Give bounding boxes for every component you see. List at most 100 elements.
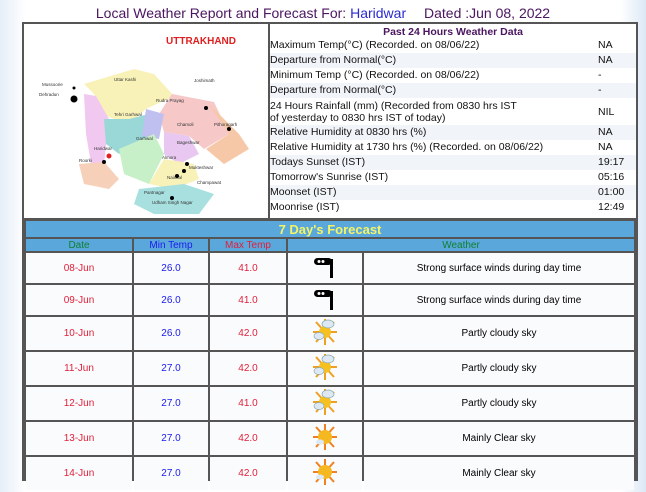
- forecast-min-temp: 27.0: [134, 387, 208, 420]
- forecast-max-temp: 42.0: [210, 422, 286, 455]
- map-place: Roorki: [79, 158, 92, 163]
- past-data-row: Departure from Normal(°C) -: [270, 83, 636, 98]
- map-place: Pantnagar: [144, 190, 165, 195]
- past-data-row: Moonset (IST) 01:00: [270, 185, 636, 200]
- map-place: Udham Singh Nagar: [152, 200, 193, 205]
- map-place: Bageshwar: [177, 140, 200, 145]
- past-data-row: Relative Humidity at 0830 hrs (%) NA: [270, 125, 636, 140]
- past-data-value: -: [598, 84, 602, 96]
- sun-icon: [288, 422, 362, 455]
- sun-icon: [288, 457, 362, 490]
- forecast-weather: Partly cloudy sky: [364, 317, 634, 350]
- partly-cloudy-icon: [288, 387, 362, 420]
- map-state-label: UTTRAKHAND: [166, 36, 236, 47]
- forecast-row: 08-Jun 26.0 41.0 Strong surface winds du…: [26, 253, 634, 283]
- map-place: Pithoragarh: [214, 122, 238, 127]
- past-data-row: Todays Sunset (IST) 19:17: [270, 155, 636, 170]
- past-data-value: 19:17: [598, 156, 625, 168]
- map-place: Champawat: [197, 180, 222, 185]
- forecast-max-temp: 42.0: [210, 352, 286, 385]
- forecast-min-temp: 27.0: [134, 352, 208, 385]
- forecast-date: 11-Jun: [26, 352, 132, 385]
- forecast-min-temp: 26.0: [134, 317, 208, 350]
- forecast-row: 11-Jun 27.0 42.0 Partly cloudy sky: [26, 352, 634, 385]
- past-data-value: -: [598, 69, 602, 81]
- past-24-hours-data: Past 24 Hours Weather Data Maximum Temp(…: [270, 24, 636, 218]
- past-data-label: Relative Humidity at 0830 hrs (%): [270, 126, 427, 138]
- past-data-row: Departure from Normal(°C) NA: [270, 53, 636, 68]
- forecast-min-temp: 27.0: [134, 457, 208, 490]
- forecast-title: 7 Day's Forecast: [26, 221, 634, 237]
- map-place: Mukteshwar: [189, 165, 214, 170]
- past-data-row: Minimum Temp (°C) (Recorded. on 08/06/22…: [270, 68, 636, 83]
- forecast-weather: Partly cloudy sky: [364, 352, 634, 385]
- map-place: Dehradun: [39, 92, 59, 97]
- forecast-max-temp: 42.0: [210, 317, 286, 350]
- past-data-label: Tomorrow's Sunrise (IST): [270, 171, 389, 183]
- partly-cloudy-icon: [288, 352, 362, 385]
- past-data-row: Relative Humidity at 1730 hrs (%) (Recor…: [270, 140, 636, 155]
- city-name: Haridwar: [350, 5, 407, 21]
- past-data-label: Todays Sunset (IST): [270, 156, 366, 168]
- forecast-table: 7 Day's Forecast Date Min Temp Max Temp …: [24, 219, 636, 492]
- column-header-max-temp: Max Temp: [210, 239, 286, 251]
- current-weather-panel: UTTRAKHAND Mussoorie Dehradun Uttar Kash…: [22, 22, 638, 220]
- forecast-weather: Mainly Clear sky: [364, 457, 634, 490]
- forecast-date: 08-Jun: [26, 253, 132, 283]
- forecast-min-temp: 26.0: [134, 253, 208, 283]
- past-data-value: 05:16: [598, 171, 625, 183]
- forecast-row: 09-Jun 26.0 41.0 Strong surface winds du…: [26, 285, 634, 315]
- wind-icon: [288, 285, 362, 315]
- past-data-value: NA: [598, 126, 613, 138]
- past-data-label: Maximum Temp(°C) (Recorded. on 08/06/22): [270, 39, 480, 51]
- state-map-image: UTTRAKHAND Mussoorie Dehradun Uttar Kash…: [39, 36, 249, 214]
- map-place: Uttar Kashi: [114, 77, 136, 82]
- map-place: Rudra Prayag: [156, 98, 184, 103]
- forecast-weather: Strong surface winds during day time: [364, 285, 634, 315]
- past-data-value: NIL: [598, 105, 615, 118]
- map-place: Nainital: [167, 175, 182, 180]
- past-data-label: 24 Hours Rainfall (mm) (Recorded from 08…: [270, 99, 517, 124]
- forecast-panel: 7 Day's Forecast Date Min Temp Max Temp …: [22, 219, 638, 490]
- past-24-title: Past 24 Hours Weather Data: [383, 26, 523, 38]
- partly-cloudy-icon: [288, 317, 362, 350]
- map-place: Almora: [162, 155, 177, 160]
- uttarakhand-map: UTTRAKHAND Mussoorie Dehradun Uttar Kash…: [24, 24, 270, 218]
- past-data-label: Departure from Normal(°C): [270, 54, 397, 66]
- forecast-row: 12-Jun 27.0 41.0 Partly cloudy sky: [26, 387, 634, 420]
- past-data-label: Minimum Temp (°C) (Recorded. on 08/06/22…: [270, 69, 480, 81]
- past-data-label: Departure from Normal(°C): [270, 84, 397, 96]
- column-header-date: Date: [26, 239, 132, 251]
- report-date: Dated :Jun 08, 2022: [424, 5, 551, 21]
- forecast-date: 10-Jun: [26, 317, 132, 350]
- forecast-max-temp: 41.0: [210, 253, 286, 283]
- map-place: Garhwal: [136, 136, 153, 141]
- past-data-value: 12:49: [598, 201, 625, 213]
- past-data-value: 01:00: [598, 186, 625, 198]
- past-data-row: Tomorrow's Sunrise (IST) 05:16: [270, 170, 636, 185]
- forecast-date: 13-Jun: [26, 422, 132, 455]
- column-header-weather: Weather: [288, 239, 634, 251]
- past-data-row: Moonrise (IST) 12:49: [270, 200, 636, 215]
- forecast-max-temp: 42.0: [210, 457, 286, 490]
- forecast-weather: Mainly Clear sky: [364, 422, 634, 455]
- past-data-value: NA: [598, 54, 613, 66]
- wind-icon: [288, 253, 362, 283]
- forecast-row: 13-Jun 27.0 42.0 Mainly Clear sky: [26, 422, 634, 455]
- forecast-weather: Strong surface winds during day time: [364, 253, 634, 283]
- forecast-max-temp: 41.0: [210, 387, 286, 420]
- forecast-weather: Partly cloudy sky: [364, 387, 634, 420]
- map-place: Mussoorie: [42, 82, 63, 87]
- map-place: Tehri Garhwal: [114, 112, 142, 117]
- past-data-row: Maximum Temp(°C) (Recorded. on 08/06/22)…: [270, 38, 636, 53]
- map-place: Haridwar: [94, 146, 113, 151]
- column-header-min-temp: Min Temp: [134, 239, 208, 251]
- past-data-label: Relative Humidity at 1730 hrs (%) (Recor…: [270, 141, 544, 153]
- forecast-max-temp: 41.0: [210, 285, 286, 315]
- past-data-row: 24 Hours Rainfall (mm) (Recorded from 08…: [270, 98, 636, 125]
- page-title: Local Weather Report and Forecast For: H…: [0, 5, 646, 21]
- forecast-row: 14-Jun 27.0 42.0 Mainly Clear sky: [26, 457, 634, 490]
- forecast-date: 09-Jun: [26, 285, 132, 315]
- forecast-date: 12-Jun: [26, 387, 132, 420]
- past-data-value: NA: [598, 141, 613, 153]
